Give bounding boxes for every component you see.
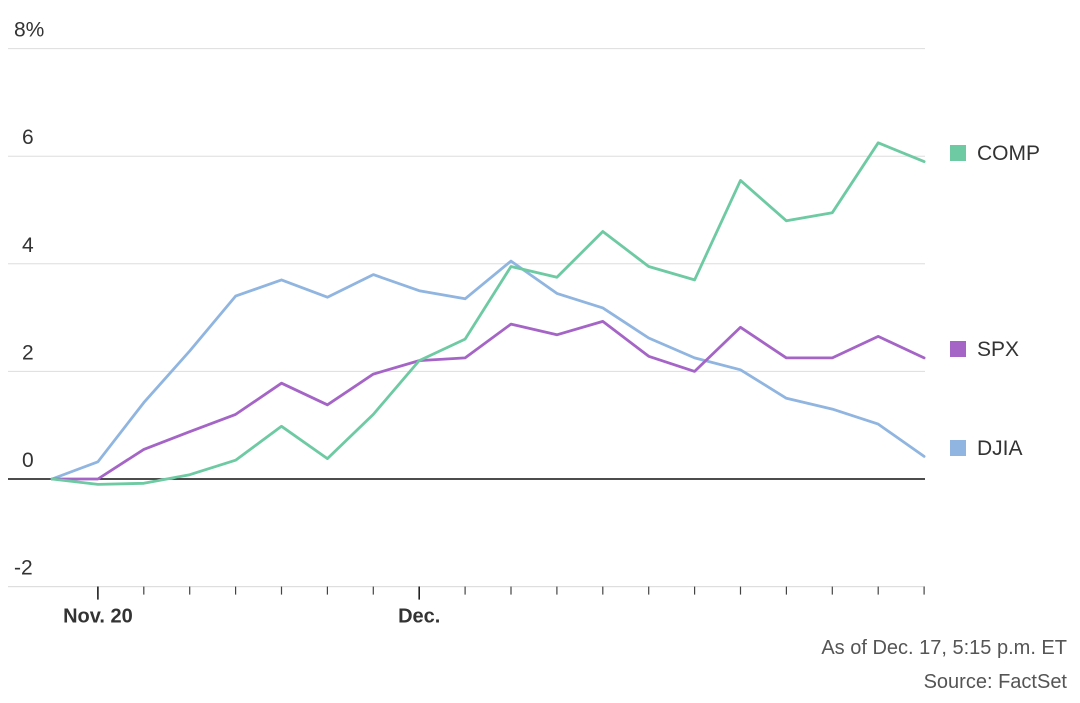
y-tick-label: -2 [14,557,33,580]
y-tick-labels: -2 0 2 4 6 8% [14,19,44,580]
y-tick-label: 0 [22,449,34,472]
legend: COMP SPX DJIA [950,142,1040,460]
legend-label-comp: COMP [977,142,1040,165]
series-lines [50,141,926,486]
x-tick-label: Nov. 20 [63,606,133,628]
y-tick-label: 6 [22,126,34,149]
legend-swatch-comp [950,145,966,161]
x-axis [8,586,925,600]
y-tick-label: 4 [22,234,34,257]
series-line-djia [50,259,926,481]
series-line-spx [50,319,926,481]
legend-swatch-djia [950,440,966,456]
gridlines [8,48,925,588]
y-tick-label: 8% [14,19,44,42]
x-tick-label: Dec. [398,606,440,628]
legend-swatch-spx [950,341,966,357]
as-of-note: As of Dec. 17, 5:15 p.m. ET [821,637,1067,659]
y-tick-label: 2 [22,341,34,364]
x-tick-labels: Nov. 20 Dec. [63,606,440,628]
legend-label-djia: DJIA [977,437,1023,460]
source-note: Source: FactSet [923,671,1067,693]
legend-label-spx: SPX [977,338,1019,361]
series-line-comp [50,141,926,486]
